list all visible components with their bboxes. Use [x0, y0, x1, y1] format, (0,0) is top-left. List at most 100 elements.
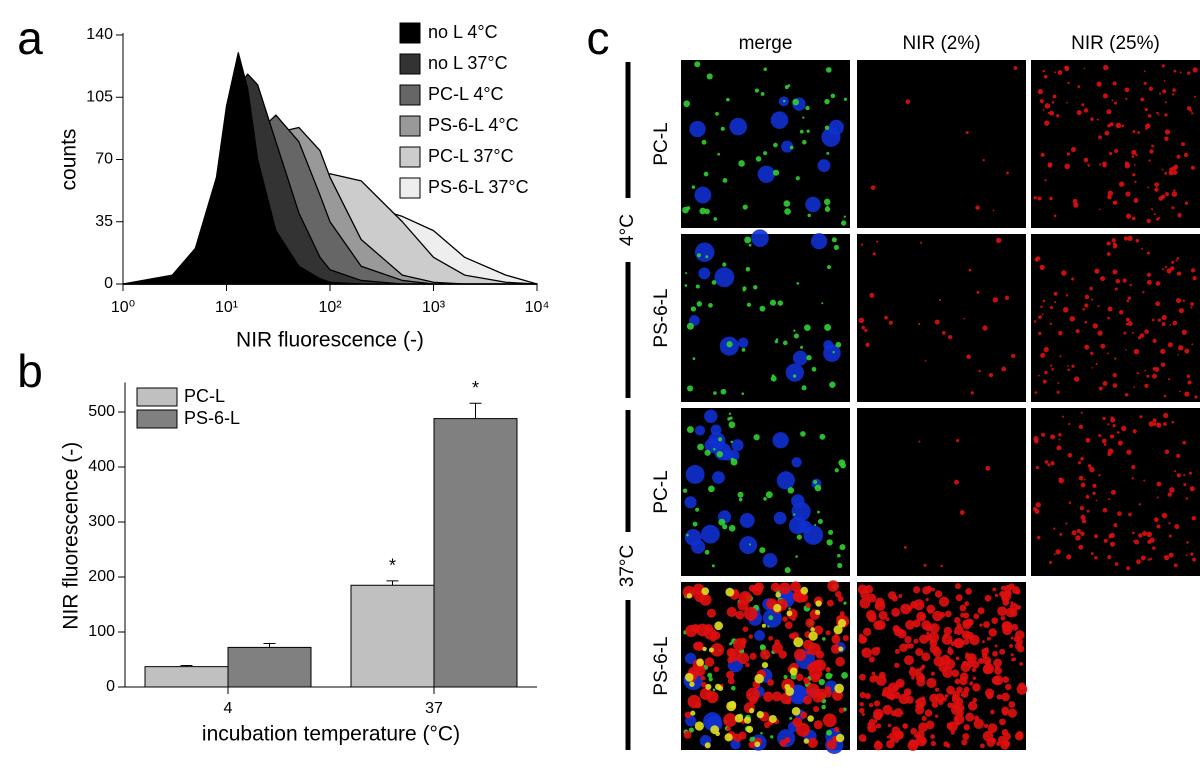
cell-signal — [714, 267, 735, 288]
cell-signal — [1164, 265, 1168, 269]
cell-signal — [810, 627, 815, 632]
cell-signal — [865, 609, 877, 621]
cell-signal — [963, 686, 970, 693]
cell-signal — [898, 594, 903, 598]
cell-signal — [1176, 257, 1180, 260]
cell-signal — [773, 603, 782, 613]
cell-signal — [1095, 499, 1098, 502]
cell-signal — [1143, 479, 1146, 482]
cell-signal — [1153, 213, 1156, 216]
y-tick-label: 300 — [88, 513, 115, 530]
y-tick-label: 0 — [106, 678, 115, 695]
cell-signal — [1131, 331, 1134, 334]
cell-signal — [1127, 235, 1133, 242]
cell-signal — [1173, 189, 1176, 192]
cell-signal — [981, 652, 988, 659]
cell-signal — [800, 586, 809, 595]
cell-signal — [1103, 64, 1109, 71]
cell-signal — [1080, 482, 1086, 488]
cell-signal — [1083, 108, 1089, 113]
cell-signal — [930, 671, 935, 676]
cell-signal — [1158, 196, 1164, 201]
cell-signal — [1133, 198, 1139, 204]
cell-signal — [762, 553, 778, 568]
cell-signal — [987, 723, 998, 734]
cell-signal — [817, 510, 820, 514]
cell-signal — [802, 116, 805, 119]
cell-signal — [829, 381, 836, 388]
cell-signal — [689, 681, 695, 687]
cell-signal — [875, 597, 885, 607]
cell-signal — [862, 649, 866, 654]
cell-signal — [926, 677, 937, 689]
cell-signal — [805, 196, 821, 213]
cell-signal — [814, 484, 822, 492]
cell-signal — [825, 672, 833, 680]
cell-signal — [934, 319, 940, 325]
cell-signal — [861, 647, 872, 659]
cell-signal — [749, 543, 752, 546]
cell-signal — [817, 159, 831, 173]
cell-signal — [965, 131, 969, 135]
cell-signal — [701, 681, 707, 688]
cell-signal — [1076, 529, 1082, 534]
cell-signal — [1168, 534, 1172, 538]
cell-signal — [872, 252, 876, 256]
cell-signal — [704, 409, 718, 423]
cell-signal — [754, 88, 759, 93]
cell-signal — [1077, 461, 1082, 465]
cell-signal — [723, 713, 737, 727]
cell-signal — [944, 610, 952, 618]
cell-signal — [770, 735, 774, 739]
cell-signal — [793, 648, 807, 661]
cell-signal — [1083, 478, 1086, 481]
cell-signal — [837, 619, 847, 628]
cell-signal — [1127, 321, 1133, 327]
cell-signal — [1111, 238, 1116, 243]
cell-signal — [729, 642, 733, 646]
cell-signal — [804, 324, 811, 332]
cell-signal — [765, 491, 773, 499]
cell-signal — [685, 465, 705, 484]
cell-signal — [918, 722, 928, 733]
cell-signal — [1157, 318, 1161, 322]
cell-signal — [859, 707, 865, 714]
cell-signal — [1123, 331, 1127, 335]
cell-signal — [1038, 315, 1042, 319]
y-axis-label: counts — [58, 129, 81, 191]
legend-swatch — [399, 115, 421, 137]
cell-signal — [1056, 445, 1062, 451]
cell-signal — [1146, 374, 1150, 378]
x-tick-label: 37 — [425, 700, 443, 717]
cell-signal — [1040, 305, 1043, 309]
cell-signal — [738, 591, 752, 605]
cell-signal — [1071, 530, 1077, 536]
cell-signal — [994, 644, 998, 648]
cell-signal — [893, 691, 901, 699]
cell-signal — [1155, 217, 1159, 221]
group-label: 37°C — [617, 545, 638, 587]
cell-signal — [743, 592, 749, 598]
cell-signal — [971, 660, 980, 669]
cell-signal — [882, 704, 893, 715]
row-label: PS-6-L — [651, 636, 672, 695]
cell-signal — [927, 609, 933, 614]
cell-signal — [1167, 492, 1172, 497]
cell-signal — [1149, 537, 1155, 543]
cell-signal — [1148, 86, 1154, 91]
cell-signal — [1107, 555, 1112, 560]
cell-signal — [1135, 153, 1138, 157]
cell-signal — [1175, 259, 1178, 262]
cell-signal — [1011, 658, 1015, 662]
cell-signal — [1168, 378, 1171, 381]
cell-signal — [792, 374, 797, 378]
cell-signal — [963, 724, 970, 731]
cell-signal — [997, 606, 1007, 617]
cell-signal — [1039, 99, 1044, 104]
cell-signal — [793, 637, 804, 648]
cell-signal — [992, 675, 1004, 686]
cell-signal — [978, 658, 984, 664]
cell-signal — [770, 582, 781, 592]
cell-signal — [1163, 394, 1167, 398]
cell-signal — [1039, 264, 1045, 271]
